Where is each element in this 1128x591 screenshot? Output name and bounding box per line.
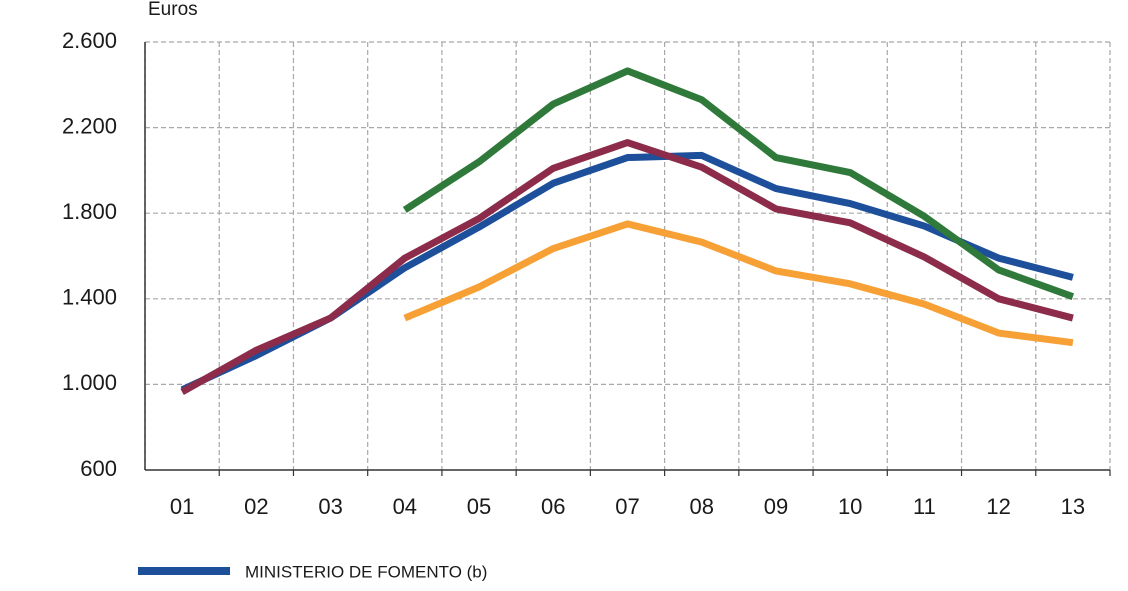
x-tick-label: 13 [1061,494,1085,519]
x-tick-label: 04 [393,494,417,519]
y-tick-label: 1.800 [62,199,117,224]
y-axis-label: Euros [148,0,198,20]
series-line [180,151,1074,393]
y-tick-label: 1.000 [62,370,117,395]
y-tick-label: 1.400 [62,285,117,310]
y-tick-label: 600 [80,456,117,481]
series-line [402,67,1075,300]
x-tick-label: 02 [244,494,268,519]
x-tick-label: 05 [467,494,491,519]
x-tick-label: 07 [615,494,639,519]
x-tick-label: 10 [838,494,862,519]
series-line [403,220,1074,347]
x-tick-label: 12 [986,494,1010,519]
x-tick-label: 01 [170,494,194,519]
x-tick-label: 03 [318,494,342,519]
x-tick-label: 09 [764,494,788,519]
legend-label: MINISTERIO DE FOMENTO (b) [245,562,487,581]
y-tick-label: 2.600 [62,28,117,53]
x-tick-label: 08 [689,494,713,519]
y-tick-label: 2.200 [62,113,117,138]
x-tick-label: 11 [913,494,936,519]
series-line [180,139,1074,395]
x-tick-label: 06 [541,494,565,519]
